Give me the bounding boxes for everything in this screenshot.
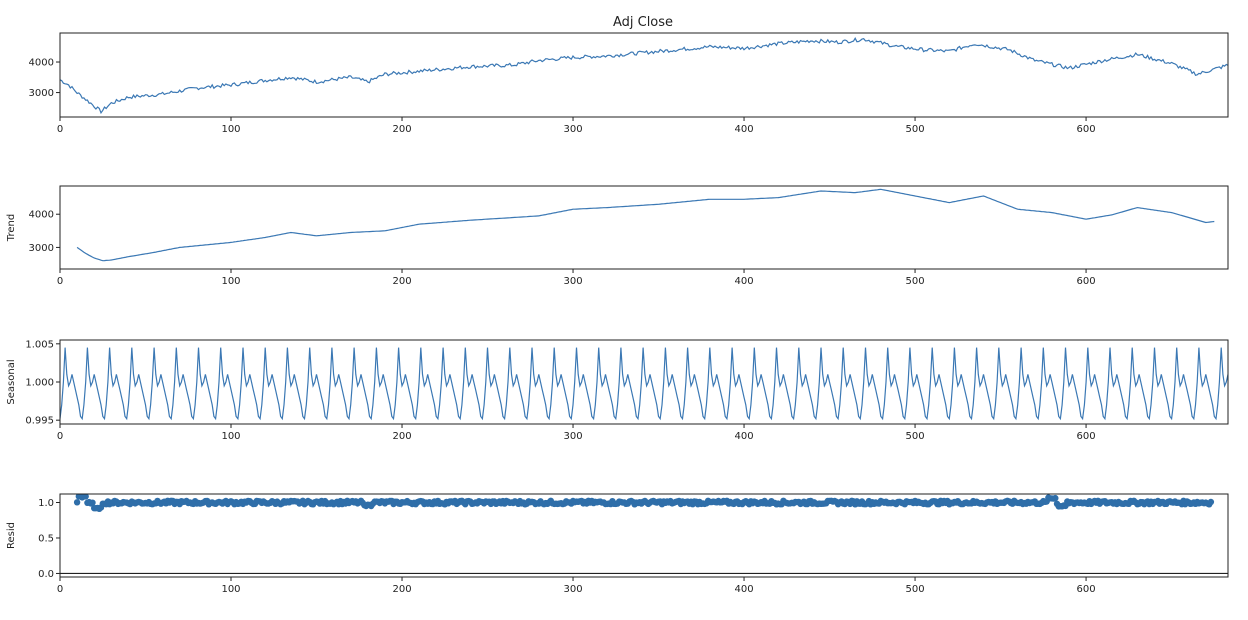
x-tick-label: 200 [392, 124, 411, 135]
x-tick-label: 500 [906, 276, 925, 287]
x-tick-label: 300 [563, 124, 582, 135]
x-tick-label: 500 [906, 584, 925, 595]
y-tick-label: 0.5 [38, 533, 54, 544]
y-tick-label: 1.000 [25, 378, 54, 389]
x-tick-label: 400 [734, 584, 753, 595]
y-tick-label: 3000 [29, 243, 54, 254]
data-point [1207, 498, 1215, 506]
x-tick-label: 600 [1077, 431, 1096, 442]
axes-frame [59, 493, 1229, 578]
panel-resid: 0 100 200 300 400 500 600 0.0 0.5 1.0 Resid [6, 493, 1229, 595]
panel-seasonal: 0 100 200 300 400 500 600 0.995 1.000 1.005 Season… [6, 339, 1229, 442]
y-axis-label: Trend [6, 214, 17, 242]
x-tick-label: 200 [392, 431, 411, 442]
x-tick-label: 500 [906, 124, 925, 135]
y-axis-label: Seasonal [6, 359, 17, 404]
y-tick-label: 4000 [29, 58, 54, 69]
axes-frame [59, 339, 1229, 425]
y-tick-label: 0.995 [25, 416, 54, 427]
x-tick-label: 600 [1077, 124, 1096, 135]
x-tick-label: 200 [392, 584, 411, 595]
x-tick-label: 200 [392, 276, 411, 287]
x-tick-label: 100 [221, 584, 240, 595]
x-tick-label: 400 [734, 431, 753, 442]
x-tick-label: 0 [57, 431, 63, 442]
figure-title: Adj Close [613, 15, 673, 30]
x-tick-label: 0 [57, 584, 63, 595]
y-tick-label: 4000 [29, 210, 54, 221]
x-tick-label: 400 [734, 276, 753, 287]
x-tick-label: 100 [221, 124, 240, 135]
panel-trend: 0 100 200 300 400 500 600 3000 4000 Trend [6, 185, 1229, 287]
panel-adj-close: 0 100 200 300 400 500 600 3000 4000 [29, 32, 1229, 135]
y-tick-label: 0.0 [38, 569, 54, 580]
series-line [76, 188, 1215, 262]
x-tick-label: 100 [221, 431, 240, 442]
x-tick-label: 500 [906, 431, 925, 442]
plot-area [60, 494, 1228, 575]
y-tick-label: 1.005 [25, 339, 54, 350]
x-tick-label: 100 [221, 276, 240, 287]
plot-area [76, 188, 1215, 262]
x-tick-label: 400 [734, 124, 753, 135]
y-axis-label: Resid [6, 522, 17, 549]
data-point [89, 499, 96, 506]
series-line [60, 37, 1228, 115]
x-tick-label: 600 [1077, 584, 1096, 595]
y-tick-label: 1.0 [38, 498, 54, 509]
x-tick-label: 300 [563, 276, 582, 287]
y-tick-label: 3000 [29, 88, 54, 99]
x-tick-label: 600 [1077, 276, 1096, 287]
x-tick-label: 300 [563, 431, 582, 442]
x-tick-label: 0 [57, 124, 63, 135]
data-point [1052, 494, 1059, 502]
axes-frame [59, 185, 1229, 270]
plot-area [60, 347, 1228, 421]
x-tick-label: 0 [57, 276, 63, 287]
data-point [73, 499, 81, 506]
x-tick-label: 300 [563, 584, 582, 595]
plot-area [60, 37, 1228, 115]
series-line [60, 347, 1228, 421]
data-point [82, 494, 89, 500]
axes-frame [59, 32, 1229, 118]
